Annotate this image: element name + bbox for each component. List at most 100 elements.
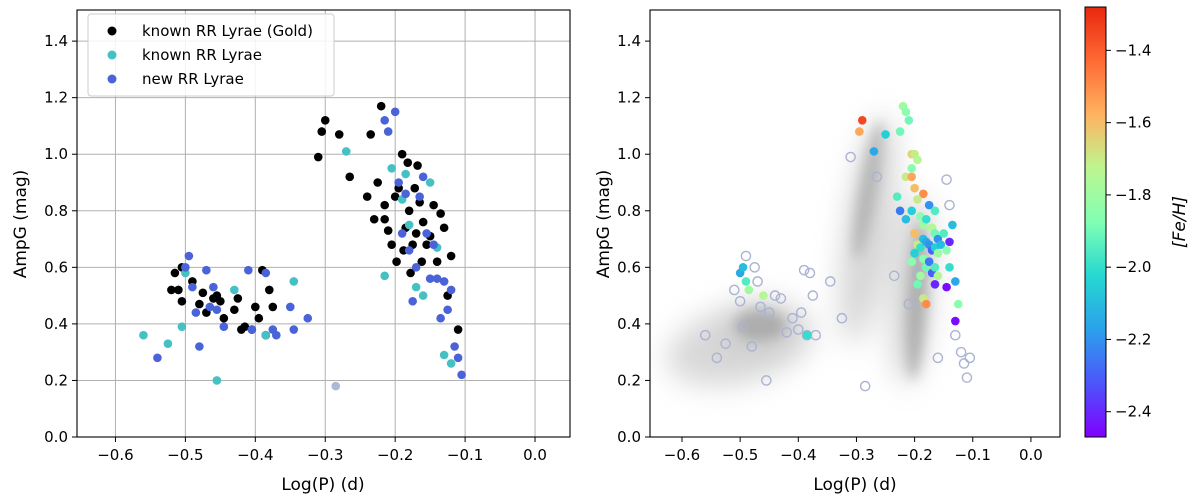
colored-point — [802, 330, 812, 340]
colored-point — [901, 107, 911, 117]
point-known-rr-lyrae-gold — [174, 285, 183, 295]
colored-point — [951, 316, 960, 326]
colored-point — [919, 189, 928, 199]
point-new-rr-lyrae — [289, 325, 299, 334]
x-tick-label: 0.0 — [523, 446, 547, 464]
point-new-rr-lyrae — [408, 296, 417, 306]
point-known-rr-lyrae — [401, 169, 410, 179]
point-new-rr-lyrae — [415, 192, 424, 201]
x-tick-label: −0.4 — [237, 446, 273, 464]
open-circle-point — [795, 307, 807, 318]
point-known-rr-lyrae-gold — [345, 172, 355, 182]
left-grid — [77, 10, 570, 438]
open-circle-point — [740, 250, 752, 262]
point-new-rr-lyrae — [397, 229, 407, 238]
open-circle-point — [699, 329, 711, 341]
open-circle-point — [761, 375, 772, 386]
point-known-rr-lyrae — [387, 164, 396, 173]
x-tick-label: −0.5 — [167, 446, 203, 464]
left-data-points — [139, 101, 466, 391]
background-density — [666, 116, 934, 387]
colored-point — [933, 248, 943, 258]
point-new-rr-lyrae — [188, 282, 197, 292]
point-known-rr-lyrae — [261, 330, 271, 340]
colorbar: −2.4 −2.2 −2.0 −1.8 −1.6 −1.4 [Fe/H] — [1084, 6, 1190, 438]
point-new-rr-lyrae — [411, 263, 421, 272]
open-circle-point — [958, 358, 970, 369]
point-new-rr-lyrae — [404, 246, 414, 255]
point-new-rr-lyrae — [205, 302, 215, 312]
left-axes-frame — [76, 9, 571, 438]
colored-point — [930, 263, 940, 272]
point-new-rr-lyrae — [191, 308, 201, 317]
colored-point — [892, 192, 902, 201]
open-circle-point — [941, 174, 952, 185]
point-known-rr-lyrae-gold — [376, 101, 386, 111]
point-known-rr-lyrae-gold — [439, 223, 449, 233]
point-new-rr-lyrae — [453, 353, 463, 363]
open-circle-point — [729, 284, 740, 296]
y-tick-label: 0.8 — [44, 202, 68, 220]
open-circle-point — [807, 290, 819, 301]
open-circle-point — [964, 352, 976, 364]
colored-point — [907, 206, 917, 216]
point-known-rr-lyrae-gold — [418, 217, 428, 227]
point-known-rr-lyrae — [139, 330, 148, 340]
y-tick-label: 1.2 — [617, 89, 641, 107]
legend-label: new RR Lyrae — [142, 70, 244, 88]
point-known-rr-lyrae-gold — [411, 229, 421, 238]
legend-marker — [107, 26, 117, 36]
point-new-rr-lyrae — [418, 172, 428, 182]
open-circle-point — [755, 301, 766, 313]
open-circle-point — [944, 199, 955, 211]
legend-marker — [107, 74, 117, 84]
point-new-rr-lyrae — [247, 325, 257, 334]
open-circle-point — [836, 312, 848, 324]
open-circle-point — [787, 312, 798, 324]
open-circle-point — [749, 262, 760, 273]
colorbar-tick-label: −2.4 — [1115, 403, 1151, 421]
point-known-rr-lyrae-gold — [170, 268, 180, 278]
y-tick-label: 0.2 — [617, 371, 641, 389]
point-known-rr-lyrae-gold — [397, 149, 407, 159]
point-known-rr-lyrae — [425, 178, 435, 187]
legend-marker — [107, 50, 117, 60]
left-y-ticks: 0.0 0.2 0.4 0.6 0.8 1.0 1.2 1.4 — [44, 32, 77, 446]
point-known-rr-lyrae-gold — [413, 161, 422, 170]
left-y-axis-label: AmpG (mag) — [11, 170, 31, 279]
right-y-ticks: 0.0 0.2 0.4 0.6 0.8 1.0 1.2 1.4 — [617, 32, 650, 446]
point-known-rr-lyrae-gold — [387, 240, 396, 250]
point-known-rr-lyrae — [411, 282, 421, 292]
point-new-rr-lyrae — [390, 107, 400, 117]
open-circle-point — [775, 293, 787, 304]
left-panel: −0.6 −0.5 −0.4 −0.3 −0.2 −0.1 0.0 0.0 0.2 0.4 0.6… — [11, 9, 571, 495]
point-faint-point — [331, 381, 341, 391]
colored-point — [924, 257, 934, 266]
open-circle-point — [711, 352, 723, 364]
point-known-rr-lyrae-gold — [432, 257, 442, 266]
y-tick-label: 1.4 — [44, 32, 68, 50]
colored-point — [907, 164, 917, 173]
y-tick-label: 0.0 — [617, 428, 641, 446]
point-known-rr-lyrae-gold — [383, 226, 393, 235]
point-known-rr-lyrae-gold — [265, 285, 274, 295]
point-known-rr-lyrae-gold — [195, 299, 204, 309]
point-known-rr-lyrae — [404, 220, 414, 230]
point-known-rr-lyrae-gold — [317, 127, 327, 136]
point-known-rr-lyrae-gold — [417, 257, 427, 266]
point-new-rr-lyrae — [446, 285, 456, 295]
point-known-rr-lyrae-gold — [404, 206, 414, 216]
point-new-rr-lyrae — [195, 342, 204, 351]
point-known-rr-lyrae-gold — [369, 214, 379, 224]
point-known-rr-lyrae-gold — [429, 200, 438, 210]
point-new-rr-lyrae — [425, 274, 435, 283]
point-new-rr-lyrae — [303, 313, 313, 323]
colored-point — [895, 127, 905, 136]
point-known-rr-lyrae-gold — [240, 322, 250, 332]
point-known-rr-lyrae-gold — [436, 209, 445, 218]
point-new-rr-lyrae — [429, 240, 438, 250]
point-new-rr-lyrae — [219, 322, 229, 332]
open-circle-point — [888, 270, 900, 282]
point-known-rr-lyrae-gold — [254, 313, 264, 323]
open-circle-point — [737, 321, 749, 333]
